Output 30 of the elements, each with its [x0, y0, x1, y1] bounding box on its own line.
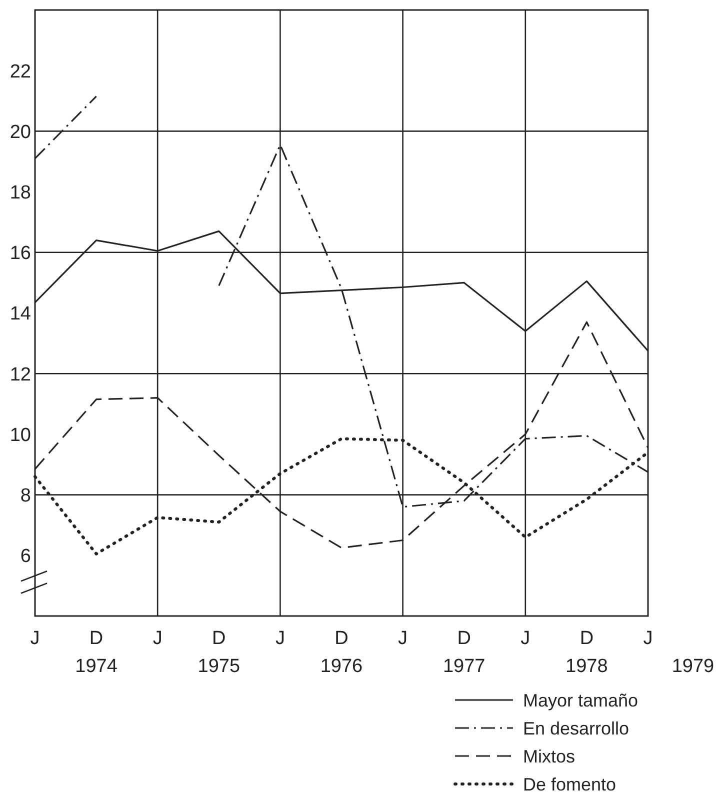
text: 1979: [672, 656, 714, 677]
y-tick-label: 6: [20, 546, 31, 568]
x-tick-label: D: [334, 628, 348, 649]
legend-label: Mayor tamaño: [523, 690, 638, 710]
y-tick-label: 16: [10, 243, 31, 264]
x-tick-label: J: [398, 628, 408, 649]
x-tick-label: J: [275, 628, 285, 649]
x-tick-label: J: [643, 628, 653, 649]
legend-label: En desarrollo: [523, 718, 630, 738]
y-tick-label: 18: [10, 182, 31, 204]
x-tick-label: J: [30, 628, 40, 649]
y-tick-label: 12: [10, 364, 31, 386]
x-tick-label: D: [457, 628, 471, 649]
text: 1975: [198, 656, 240, 677]
x-tick-label: D: [580, 628, 594, 649]
y-tick-label: 8: [20, 485, 31, 506]
text: 1976: [320, 656, 363, 677]
y-tick-label: 14: [10, 304, 32, 325]
text: 1977: [442, 656, 486, 677]
x-tick-label: D: [89, 628, 104, 649]
x-tick-label: J: [520, 628, 530, 649]
text: 1974: [75, 656, 118, 677]
x-tick-label: J: [152, 628, 162, 649]
text: 1978: [566, 656, 608, 677]
legend-label: Mixtos: [523, 746, 576, 766]
y-tick-label: 20: [10, 122, 31, 143]
x-tick-label: D: [212, 628, 226, 649]
legend-label: De fomento: [523, 774, 616, 794]
y-tick-label: 10: [10, 424, 31, 446]
y-tick-label: 22: [10, 61, 31, 82]
